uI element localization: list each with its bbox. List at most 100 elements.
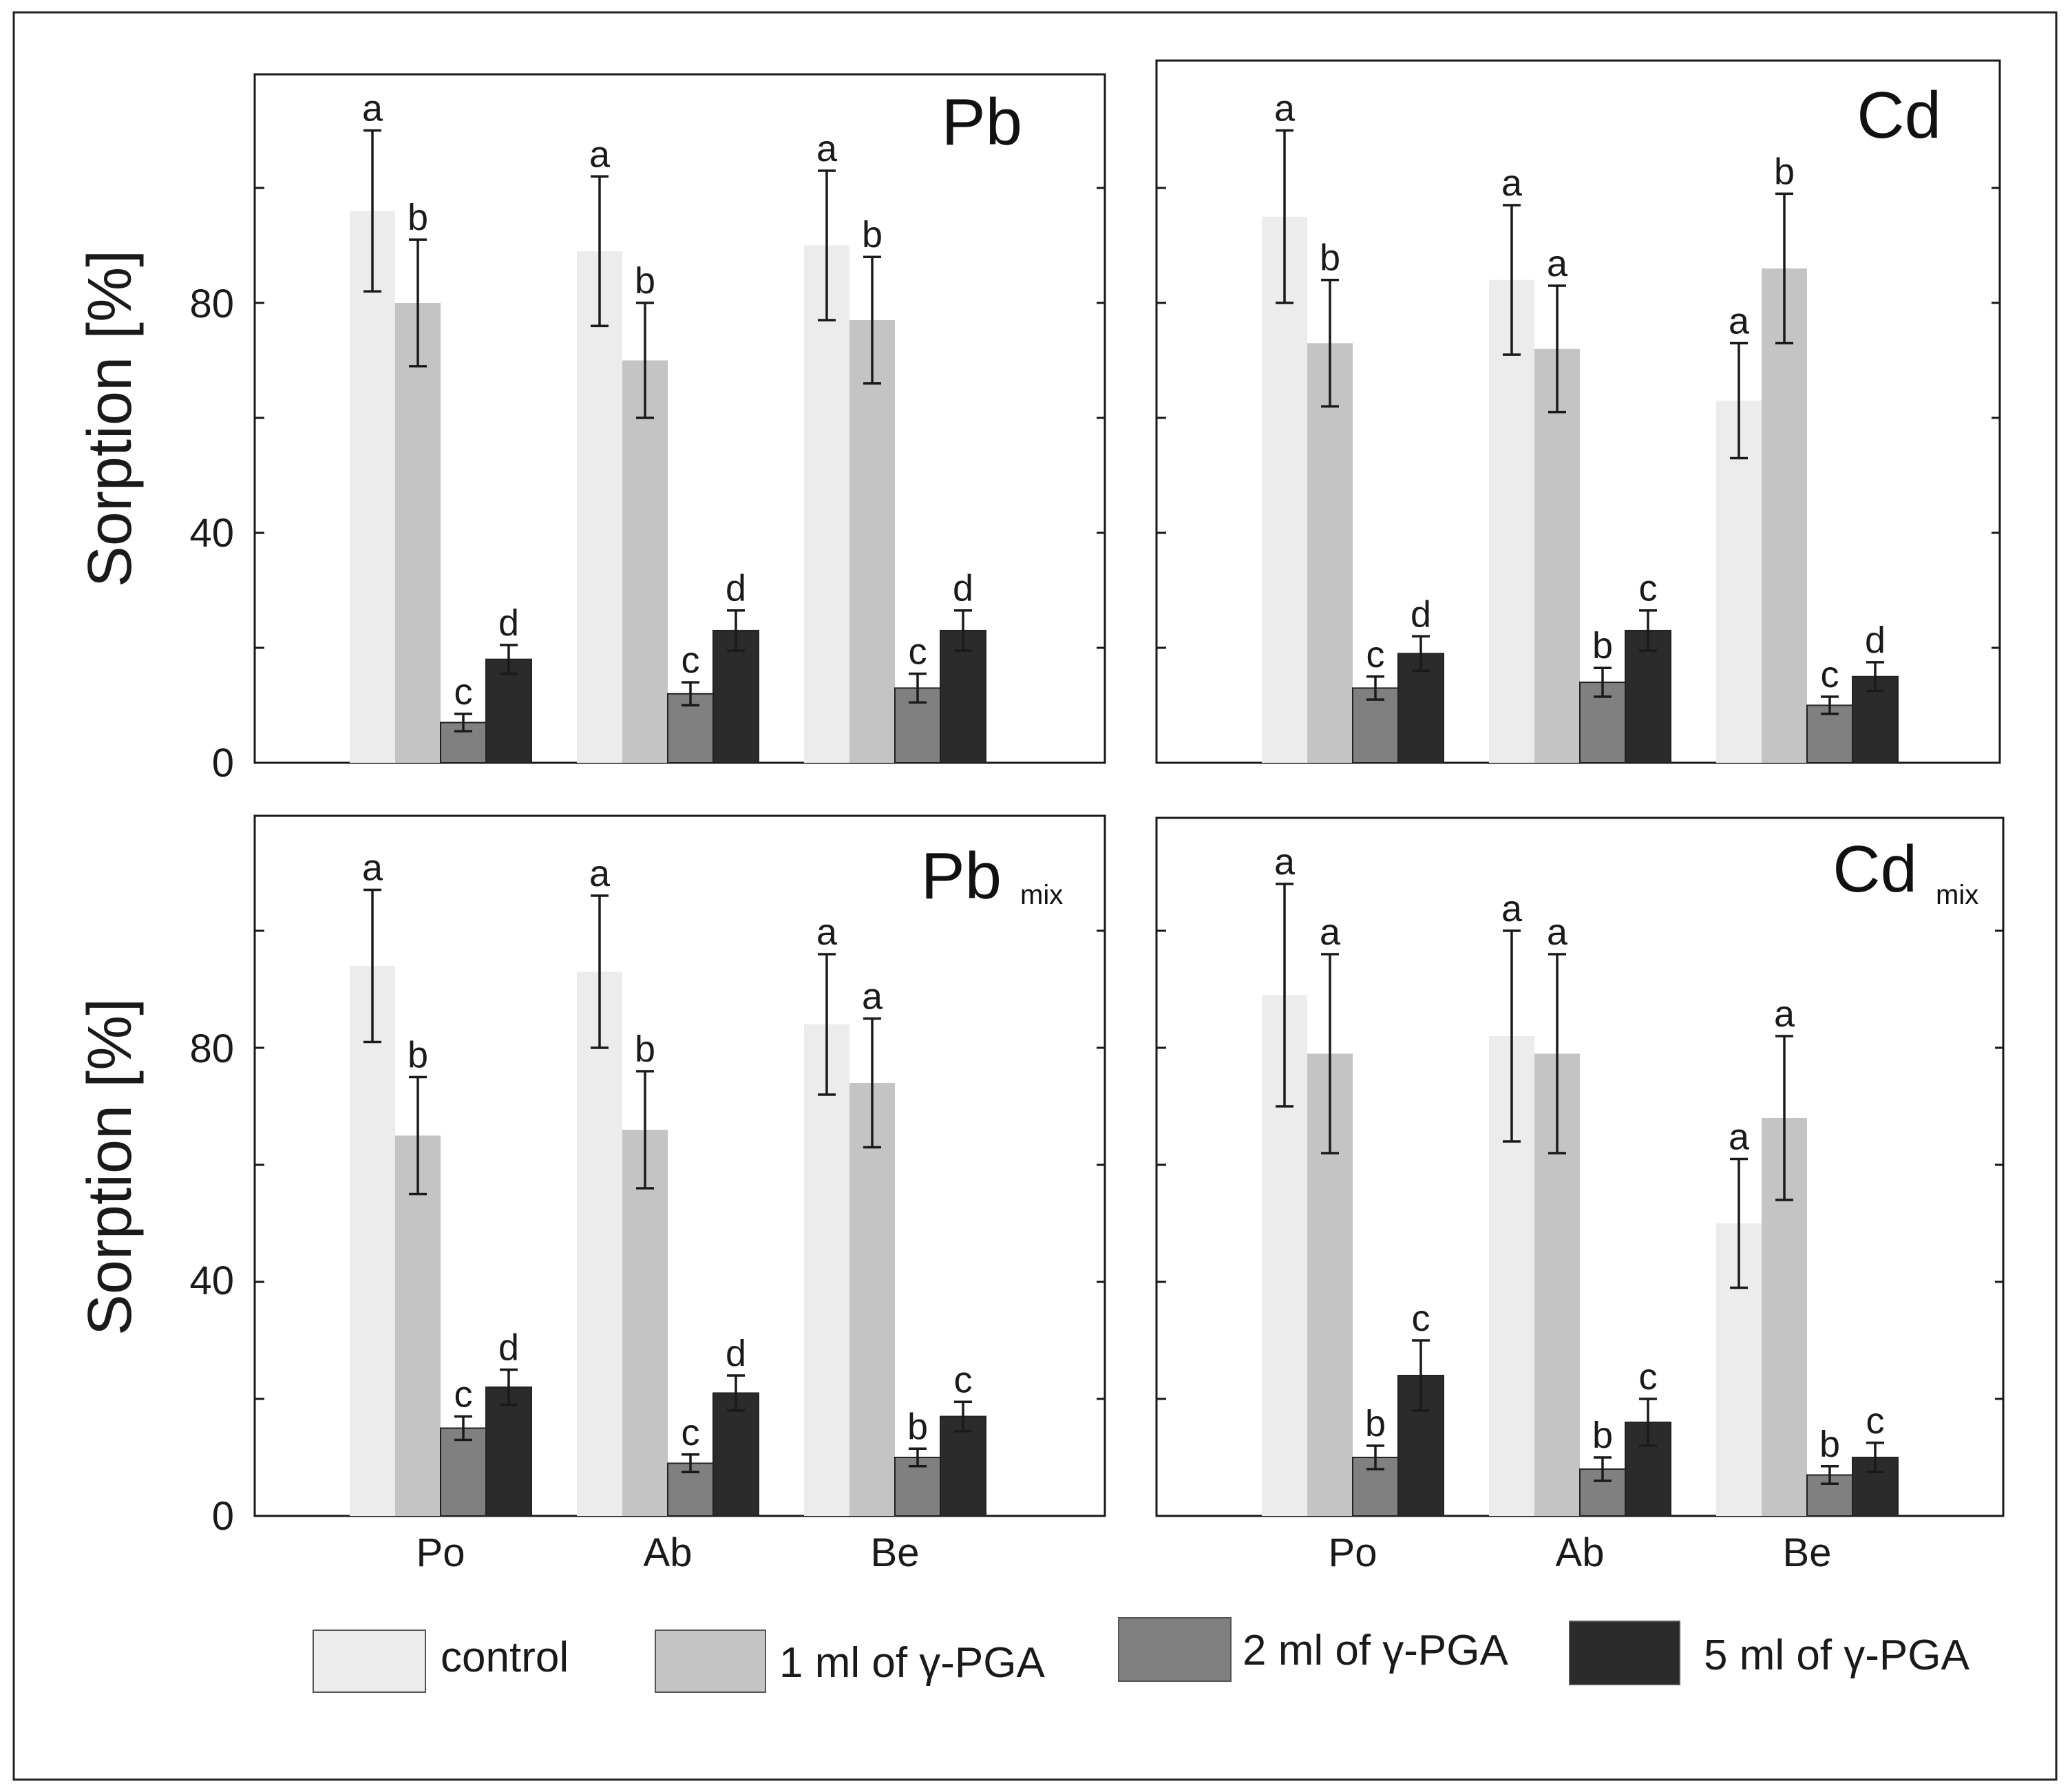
significance-letter: a (1547, 243, 1568, 284)
significance-letter: a (589, 853, 611, 894)
panel-subtitle: mix (1020, 880, 1063, 910)
significance-letter: d (498, 602, 519, 644)
significance-letter: a (362, 847, 383, 889)
panel-title: Cd (1857, 78, 1941, 152)
significance-letter: b (1592, 1415, 1613, 1456)
significance-letter: c (454, 1374, 473, 1415)
significance-letter: b (1320, 238, 1340, 279)
significance-letter: a (862, 976, 883, 1018)
bar (622, 360, 668, 763)
significance-letter: d (498, 1327, 519, 1369)
significance-letter: a (1547, 911, 1568, 953)
significance-letter: a (816, 128, 838, 169)
significance-letter: b (1592, 625, 1613, 666)
significance-letter: c (954, 1359, 973, 1400)
bar (577, 971, 622, 1516)
bar (712, 629, 759, 764)
panel-subtitle: mix (1936, 880, 1978, 910)
significance-letter: c (1412, 1298, 1430, 1339)
significance-letter: c (909, 631, 927, 673)
bar (1307, 343, 1353, 763)
bar (622, 1130, 668, 1516)
significance-letter: b (862, 214, 883, 255)
significance-letter: b (635, 260, 655, 302)
significance-letter: a (1501, 888, 1523, 929)
significance-letter: a (1774, 993, 1795, 1035)
significance-letter: a (1729, 1117, 1750, 1158)
panel-title: Pb (921, 839, 1002, 913)
bar (849, 320, 895, 763)
panel-title: Pb (942, 85, 1022, 159)
significance-letter: a (1274, 841, 1296, 883)
significance-letter: d (953, 568, 973, 609)
bar (395, 303, 441, 763)
y-tick-label: 40 (189, 1258, 234, 1303)
x-tick-label: Po (1329, 1530, 1377, 1575)
significance-letter: b (1774, 151, 1795, 192)
y-axis-label: Sorption [%] (76, 998, 145, 1336)
bar (804, 1024, 849, 1516)
significance-letter: d (1411, 593, 1431, 635)
bar (395, 1135, 441, 1516)
significance-letter: b (1819, 1424, 1840, 1465)
legend-swatch-5ml (1569, 1621, 1680, 1685)
significance-letter: a (1274, 88, 1296, 129)
significance-letter: b (408, 1035, 428, 1076)
y-tick-label: 80 (189, 1026, 234, 1071)
significance-letter: c (682, 640, 700, 681)
significance-letter: d (726, 1333, 746, 1374)
bar (849, 1083, 895, 1516)
bar (485, 1387, 532, 1517)
bar (1489, 280, 1534, 763)
significance-letter: c (454, 671, 473, 713)
x-tick-label: Be (1783, 1530, 1832, 1575)
significance-letter: d (726, 568, 746, 609)
x-axis-labels-right: Po Ab Be (1329, 1530, 1832, 1575)
legend: control 1 ml of γ-PGA 2 ml of γ-PGA 5 ml… (313, 1617, 1970, 1693)
significance-letter: a (362, 88, 383, 129)
significance-letter: c (682, 1412, 700, 1453)
legend-label: control (441, 1634, 569, 1681)
significance-letter: c (1866, 1400, 1885, 1442)
x-tick-label: Ab (644, 1530, 693, 1575)
bar (712, 1392, 759, 1517)
bar (350, 211, 395, 763)
panel-title: Cd (1833, 832, 1917, 906)
significance-letter: b (907, 1406, 928, 1447)
y-tick-label: 80 (189, 282, 234, 326)
x-tick-label: Be (871, 1530, 920, 1575)
significance-letter: b (635, 1029, 655, 1070)
bar (940, 629, 986, 764)
significance-letter: a (1320, 911, 1341, 953)
x-tick-label: Po (416, 1530, 465, 1575)
bar (1534, 348, 1580, 763)
significance-letter: b (408, 197, 428, 238)
bar (577, 251, 622, 763)
figure-border (12, 11, 2058, 1781)
bar (1625, 629, 1671, 764)
y-tick-label: 40 (189, 511, 234, 556)
x-axis-labels-left: Po Ab Be (416, 1530, 920, 1575)
bar (1262, 216, 1307, 763)
significance-letter: c (1639, 1356, 1658, 1398)
legend-swatch-2ml (1118, 1617, 1232, 1682)
bar (1762, 268, 1807, 763)
significance-letter: c (1821, 654, 1839, 695)
significance-letter: d (1865, 620, 1886, 661)
significance-letter: c (1366, 634, 1385, 675)
legend-swatch-control (313, 1630, 426, 1693)
legend-swatch-1ml (655, 1630, 766, 1693)
bar (804, 245, 849, 763)
y-axis-label: Sorption [%] (76, 250, 145, 587)
significance-letter: a (1729, 300, 1750, 341)
y-tick-label: 0 (212, 741, 234, 786)
